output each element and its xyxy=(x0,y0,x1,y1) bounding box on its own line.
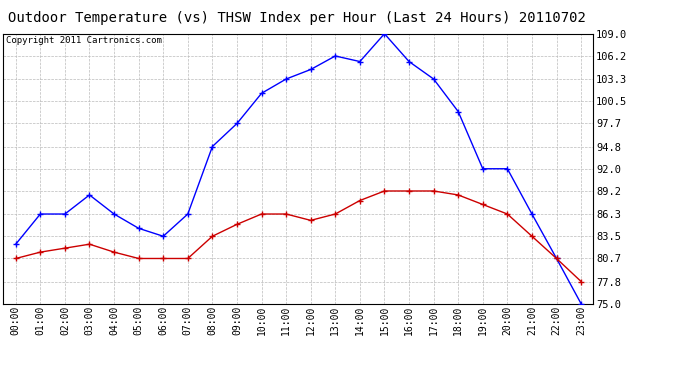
Text: Outdoor Temperature (vs) THSW Index per Hour (Last 24 Hours) 20110702: Outdoor Temperature (vs) THSW Index per … xyxy=(8,11,586,25)
Text: Copyright 2011 Cartronics.com: Copyright 2011 Cartronics.com xyxy=(6,36,162,45)
